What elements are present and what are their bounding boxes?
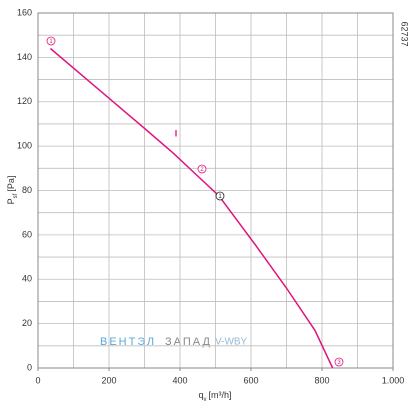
- y-tick-label: 80: [22, 185, 32, 195]
- code-label: 62737: [400, 21, 410, 46]
- y-tick-label: 160: [17, 7, 32, 17]
- y-sub: sf: [13, 193, 19, 198]
- x-unit: [m³/h]: [209, 390, 232, 400]
- x-axis-label: qv [m³/h]: [198, 390, 231, 402]
- y-tick-label: 120: [17, 96, 32, 106]
- y-tick-label: 40: [22, 274, 32, 284]
- x-tick-label: 800: [314, 375, 329, 385]
- watermark: ЗАПАД: [165, 336, 212, 348]
- watermark: V-WBY: [215, 337, 248, 348]
- y-symbol: P: [6, 198, 16, 204]
- y-axis-label: Psf[Pa]: [6, 176, 18, 205]
- point-marker: [197, 164, 207, 174]
- y-tick-label: 0: [27, 362, 32, 372]
- x-tick-label: 600: [243, 375, 258, 385]
- plot-frame: [37, 12, 394, 369]
- x-tick-label: 400: [172, 375, 187, 385]
- y-tick-label: 100: [17, 141, 32, 151]
- x-tick-label: 200: [101, 375, 116, 385]
- point-label: 1: [49, 39, 53, 45]
- point-label: 3: [337, 360, 341, 366]
- point-label: 1: [218, 194, 222, 200]
- point-marker: [215, 191, 225, 201]
- point-marker: [334, 357, 344, 367]
- curve: [49, 47, 334, 369]
- x-sub: v: [204, 397, 207, 403]
- flag-mark: I: [175, 128, 178, 138]
- y-tick-label: 20: [22, 318, 32, 328]
- point-label: 2: [200, 167, 204, 173]
- x-tick-label: 0: [35, 375, 40, 385]
- y-unit: [Pa]: [6, 176, 16, 192]
- x-tick-label: 1.000: [382, 375, 405, 385]
- x-symbol: q: [198, 390, 203, 400]
- y-tick-label: 140: [17, 52, 32, 62]
- y-tick-label: 60: [22, 229, 32, 239]
- point-marker: [46, 36, 56, 46]
- watermark: ВЕНТЭЛ: [100, 336, 156, 348]
